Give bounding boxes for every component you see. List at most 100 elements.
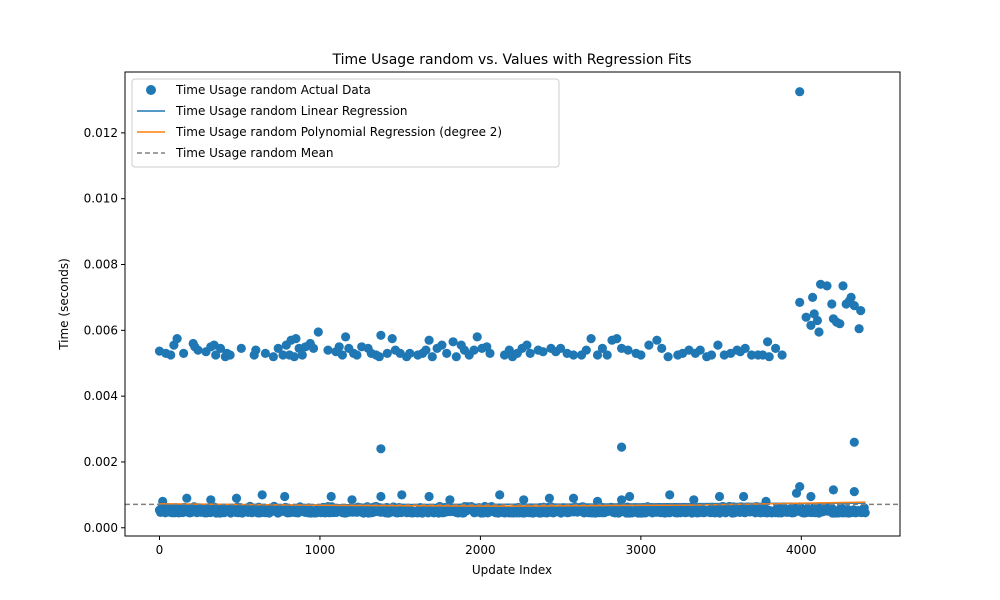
spike-point bbox=[326, 491, 336, 502]
spike-point bbox=[206, 495, 216, 505]
upper-cluster-point bbox=[777, 350, 787, 360]
upper-cluster-point bbox=[260, 348, 270, 358]
legend-label-linear-regression: Time Usage random Linear Regression bbox=[175, 104, 408, 118]
spike-point bbox=[544, 493, 555, 503]
spike-point bbox=[445, 495, 455, 505]
spike-point bbox=[347, 495, 357, 505]
upper-cluster-point bbox=[166, 350, 176, 360]
upper-cluster-point bbox=[469, 345, 479, 355]
upper-cluster-point bbox=[437, 340, 447, 350]
plot-frame bbox=[124, 71, 901, 537]
tail-cluster-point bbox=[838, 281, 848, 291]
upper-cluster-point bbox=[313, 327, 323, 337]
upper-cluster-point bbox=[308, 343, 319, 353]
upper-cluster-point bbox=[289, 352, 299, 362]
upper-cluster-point bbox=[278, 350, 288, 360]
data-points bbox=[154, 87, 870, 518]
tail-cluster-point bbox=[808, 292, 818, 302]
upper-cluster-point bbox=[623, 345, 633, 355]
upper-cluster-point bbox=[581, 345, 591, 355]
spike-point bbox=[625, 491, 635, 502]
outlier-point bbox=[617, 442, 627, 452]
spike-point bbox=[519, 495, 529, 505]
upper-cluster-point bbox=[172, 334, 182, 344]
upper-cluster-point bbox=[747, 350, 757, 360]
baseline-point bbox=[860, 508, 870, 518]
tail-cluster-point bbox=[814, 327, 824, 337]
upper-cluster-point bbox=[421, 345, 431, 355]
spike-point bbox=[689, 495, 699, 505]
upper-cluster-point bbox=[382, 348, 392, 358]
tail-cluster-point bbox=[835, 319, 845, 329]
upper-cluster-point bbox=[713, 340, 723, 350]
upper-cluster-point bbox=[291, 334, 301, 344]
upper-cluster-point bbox=[740, 343, 750, 353]
tail-cluster-point bbox=[846, 292, 856, 302]
upper-cluster-point bbox=[442, 348, 452, 358]
spike-point bbox=[806, 491, 816, 502]
outlier-point bbox=[795, 87, 805, 97]
spike-point bbox=[665, 490, 675, 500]
legend: Time Usage random Actual Data Time Usage… bbox=[131, 78, 560, 168]
spike-point bbox=[849, 487, 859, 497]
upper-cluster-point bbox=[695, 345, 705, 355]
upper-cluster-point bbox=[424, 335, 434, 345]
upper-cluster-point bbox=[663, 352, 673, 362]
upper-cluster-point bbox=[323, 345, 333, 355]
upper-cluster-point bbox=[341, 332, 351, 342]
spike-point bbox=[424, 491, 434, 502]
x-tick-label: 0 bbox=[156, 543, 164, 557]
tail-cluster-point bbox=[854, 324, 864, 334]
upper-cluster-point bbox=[472, 332, 482, 342]
upper-cluster-point bbox=[612, 334, 622, 344]
spike-point bbox=[714, 491, 725, 502]
x-tick-label: 2000 bbox=[465, 543, 496, 557]
spike-point bbox=[739, 491, 749, 502]
y-tick-label: 0.012 bbox=[84, 126, 118, 140]
upper-cluster-point bbox=[427, 352, 437, 362]
upper-cluster-point bbox=[451, 352, 461, 362]
legend-label-polynomial-regression: Time Usage random Polynomial Regression … bbox=[175, 125, 502, 139]
upper-cluster-point bbox=[273, 343, 283, 353]
x-axis-label: Update Index bbox=[472, 563, 552, 577]
upper-cluster-point bbox=[764, 352, 774, 362]
upper-cluster-point bbox=[636, 350, 646, 360]
upper-cluster-point bbox=[211, 350, 221, 360]
upper-cluster-point bbox=[771, 343, 781, 353]
upper-cluster-point bbox=[556, 343, 566, 353]
upper-cluster-point bbox=[387, 334, 397, 344]
upper-cluster-point bbox=[236, 343, 246, 353]
upper-cluster-point bbox=[179, 348, 189, 358]
spike-point bbox=[376, 491, 386, 502]
upper-cluster-point bbox=[374, 352, 384, 362]
upper-cluster-point bbox=[657, 343, 667, 353]
x-axis: 0 1000 2000 3000 4000 bbox=[156, 536, 817, 557]
outlier-point bbox=[849, 437, 859, 447]
upper-cluster-point bbox=[405, 348, 415, 358]
legend-label-actual-data: Time Usage random Actual Data bbox=[175, 83, 371, 97]
tail-cluster-point bbox=[849, 301, 859, 311]
y-axis-label: Time (seconds) bbox=[57, 258, 71, 351]
upper-cluster-point bbox=[763, 337, 773, 347]
tail-cluster-point bbox=[812, 315, 823, 326]
spike-point bbox=[280, 491, 290, 502]
spike-point bbox=[795, 482, 805, 492]
upper-cluster-point bbox=[268, 352, 278, 362]
spike-point bbox=[828, 485, 839, 495]
x-tick-label: 4000 bbox=[786, 543, 817, 557]
chart-title: Time Usage random vs. Values with Regres… bbox=[331, 52, 691, 68]
spike-point bbox=[617, 495, 627, 505]
legend-label-mean: Time Usage random Mean bbox=[175, 146, 333, 160]
upper-cluster-point bbox=[376, 330, 386, 340]
upper-cluster-point bbox=[592, 350, 603, 360]
spike-point bbox=[182, 493, 192, 503]
spike-point bbox=[397, 490, 407, 500]
y-tick-label: 0.002 bbox=[84, 455, 118, 469]
upper-cluster-point bbox=[522, 340, 532, 350]
upper-cluster-point bbox=[652, 335, 662, 345]
y-tick-label: 0.006 bbox=[84, 323, 118, 337]
upper-cluster-point bbox=[586, 334, 596, 344]
legend-marker-actual-data bbox=[146, 85, 156, 95]
x-tick-label: 3000 bbox=[626, 543, 657, 557]
